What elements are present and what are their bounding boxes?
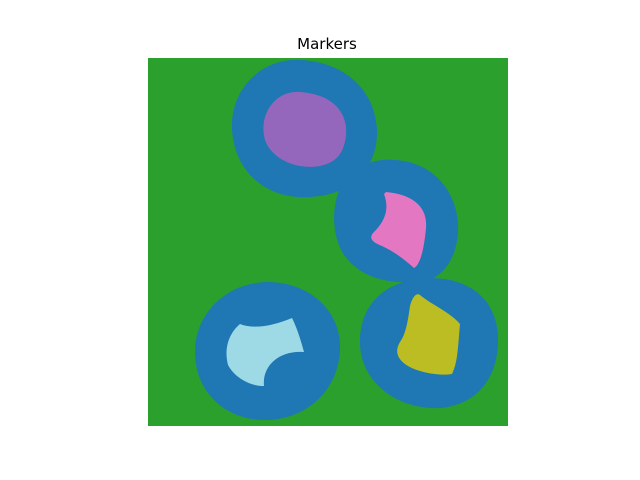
marker-region-4 [397, 294, 460, 375]
marker-region-2 [371, 192, 427, 268]
chart-title: Markers [297, 35, 357, 53]
marker-region-3 [226, 318, 304, 386]
segmentation-map [195, 59, 498, 420]
marker-region-1 [263, 91, 347, 167]
